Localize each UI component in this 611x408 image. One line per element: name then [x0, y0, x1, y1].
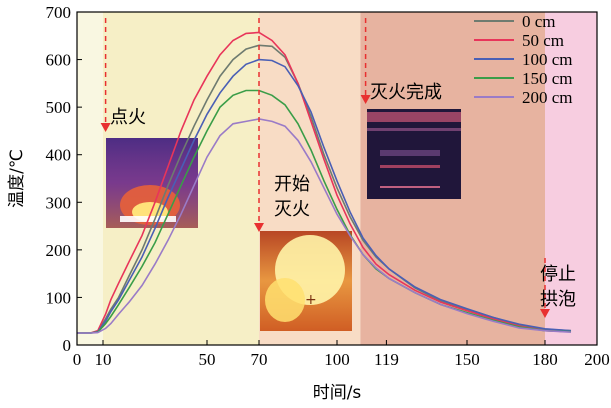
annotation-text-0-0: 点火 — [110, 107, 146, 128]
legend-label-0: 0 cm — [522, 12, 556, 31]
y-tick-label-0: 0 — [63, 336, 72, 355]
legend-label-4: 200 cm — [522, 88, 573, 107]
annotation-arrowhead-3 — [540, 309, 550, 318]
y-tick-label-7: 700 — [46, 3, 72, 22]
x-axis-label: 时间/s — [313, 383, 362, 403]
annotation-text-3-0: 停止 — [540, 264, 576, 285]
legend-label-3: 150 cm — [522, 69, 573, 88]
x-tick-label-6: 150 — [454, 350, 480, 369]
x-tick-label-1: 10 — [95, 350, 112, 369]
annotation-arrowhead-1 — [254, 223, 264, 232]
annotation-text-1-1: 灭火 — [274, 199, 310, 220]
series-line-4 — [77, 118, 572, 334]
y-tick-label-1: 100 — [46, 288, 72, 307]
y-tick-label-6: 600 — [46, 51, 72, 70]
annotation-arrowhead-0 — [100, 123, 111, 132]
y-tick-label-4: 400 — [46, 146, 72, 165]
annotation-arrowhead-2 — [360, 95, 371, 104]
x-tick-label-2: 50 — [199, 350, 216, 369]
y-tick-label-3: 300 — [46, 193, 72, 212]
thermal-image-extinguish-complete — [367, 109, 461, 199]
x-tick-label-3: 70 — [251, 350, 268, 369]
x-tick-label-5: 119 — [374, 350, 399, 369]
y-axis-label: 温度/℃ — [7, 149, 27, 208]
series-line-2 — [77, 58, 572, 334]
x-tick-label-7: 180 — [532, 350, 558, 369]
x-tick-label-8: 200 — [584, 350, 610, 369]
svg-text:+: + — [305, 292, 317, 308]
series-line-1 — [77, 31, 572, 334]
series-line-0 — [77, 44, 572, 334]
phase-band-pre — [77, 12, 103, 345]
thermal-image-ignition — [106, 138, 198, 228]
annotation-text-3-1: 拱泡 — [540, 289, 576, 310]
annotation-text-2-0: 灭火完成 — [370, 82, 442, 103]
annotation-text-1-0: 开始 — [274, 174, 310, 195]
phase-band-3 — [545, 12, 597, 345]
y-tick-label-2: 200 — [46, 241, 72, 260]
x-tick-label-4: 100 — [324, 350, 350, 369]
legend-label-2: 100 cm — [522, 50, 573, 69]
x-tick-label-0: 0 — [73, 350, 82, 369]
axes: 0 10 50 70 100 119 150 180 200 0 100 200 300 400 500 60… — [7, 3, 610, 403]
y-tick-label-5: 500 — [46, 98, 72, 117]
series-lines — [77, 31, 572, 334]
legend-label-1: 50 cm — [522, 31, 564, 50]
thermal-image-extinguish-start: + — [260, 231, 352, 331]
